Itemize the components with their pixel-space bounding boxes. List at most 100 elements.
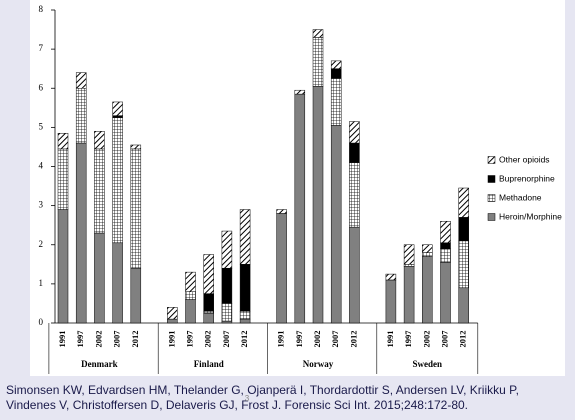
bar-segment xyxy=(458,287,469,324)
x-tick-label: 2012 xyxy=(130,331,140,348)
bar-segment xyxy=(312,29,324,38)
bar-segment xyxy=(112,117,123,244)
legend-swatch xyxy=(487,156,496,164)
x-tick-label: 2002 xyxy=(421,331,431,348)
citation-line: Vindenes V, Christoffersen D, Delaveris … xyxy=(6,398,468,412)
x-tick-label: 2012 xyxy=(239,331,249,348)
bar-segment xyxy=(440,248,451,263)
bar-segment xyxy=(203,293,214,312)
x-tick-label: 2012 xyxy=(458,331,468,348)
bar-segment xyxy=(112,242,123,324)
group-label: Sweden xyxy=(413,359,443,369)
bar-segment xyxy=(185,271,196,292)
bar-segment xyxy=(167,318,178,324)
x-tick-label: 1991 xyxy=(166,331,176,348)
bar-segment xyxy=(422,244,433,253)
bar-segment xyxy=(458,187,469,218)
y-tick-label: 1 xyxy=(39,278,44,288)
bar-segment xyxy=(94,131,105,150)
bar-segment xyxy=(203,311,214,314)
x-tick-label: 2007 xyxy=(112,330,122,348)
group-label: Denmark xyxy=(81,359,118,369)
chart: 0 1 2 3 4 5 6 7 8 1991 1997 2002 2007 2012 1991 1997 200… xyxy=(39,4,562,374)
bar-segment xyxy=(167,307,178,320)
bar-segment xyxy=(422,252,433,257)
bar-segment xyxy=(57,148,69,210)
legend-swatch xyxy=(487,175,496,183)
x-tick-label: 2007 xyxy=(221,330,231,348)
bar-segment xyxy=(130,267,142,324)
legend-label: Methadone xyxy=(499,192,542,202)
y-tick-label: 3 xyxy=(39,200,44,210)
legend-label: Other opioids xyxy=(499,154,550,164)
bar-segment xyxy=(458,217,469,242)
legend-swatch xyxy=(487,213,496,221)
citation-line: Simonsen KW, Edvardsen HM, Thelander G, … xyxy=(6,383,519,397)
x-tick-label: 2012 xyxy=(348,331,358,348)
bar-segment xyxy=(112,115,123,118)
x-tick-label: 1991 xyxy=(385,331,395,348)
page-number: 3 xyxy=(245,394,250,403)
x-tick-label: 1997 xyxy=(294,330,304,348)
x-tick-label: 2002 xyxy=(312,331,322,348)
bar-segment xyxy=(294,89,306,95)
bar-segment xyxy=(276,209,287,214)
legend-label: Heroin/Morphine xyxy=(499,211,562,221)
group-label: Norway xyxy=(303,359,334,369)
bar-segment xyxy=(239,318,251,324)
bar-segment xyxy=(440,242,451,249)
x-tick-label: 1997 xyxy=(75,330,85,348)
bar-segment xyxy=(422,256,433,324)
y-tick-label: 4 xyxy=(39,161,44,171)
bar-segment xyxy=(57,132,69,150)
bar-segment xyxy=(403,244,415,265)
bar-segment xyxy=(349,226,360,324)
bar-segment xyxy=(75,88,87,144)
bar-segment xyxy=(294,93,306,324)
x-tick-label: 1997 xyxy=(184,330,194,348)
x-tick-label: 1997 xyxy=(403,330,413,348)
y-tick-label: 5 xyxy=(39,121,44,131)
bar-segment xyxy=(185,291,196,300)
bar-segment xyxy=(440,262,451,324)
bar-segment xyxy=(221,230,233,269)
bar-segment xyxy=(75,142,87,324)
bar-segment xyxy=(349,162,360,228)
bar-segment xyxy=(330,78,342,126)
bar-segment xyxy=(330,60,342,69)
bar-segment xyxy=(130,148,142,269)
bar-segment xyxy=(94,148,105,234)
bar-segment xyxy=(349,121,360,144)
bar-segment xyxy=(239,264,251,312)
y-tick-label: 2 xyxy=(39,239,44,249)
bar-segment xyxy=(440,221,451,244)
x-tick-label: 1991 xyxy=(276,331,286,348)
bar-segment xyxy=(330,68,342,79)
bar-segment xyxy=(75,72,87,89)
bar-segment xyxy=(57,209,69,324)
bar-segment xyxy=(312,86,324,324)
bar-segment xyxy=(276,213,287,324)
bar-segment xyxy=(403,264,415,267)
legend-label: Buprenorphine xyxy=(499,173,555,183)
bar-segment xyxy=(130,144,142,150)
bar-segment xyxy=(403,266,415,324)
bar-segment xyxy=(221,267,233,304)
legend-swatch xyxy=(487,194,496,202)
bar-segment xyxy=(221,320,233,324)
bar-segment xyxy=(112,101,123,116)
x-tick-label: 2002 xyxy=(203,331,213,348)
bar-segment xyxy=(239,209,251,265)
bar-segment xyxy=(221,303,233,322)
bar-segment xyxy=(385,273,397,281)
y-tick-label: 7 xyxy=(39,43,44,53)
bar-segment xyxy=(312,37,324,87)
bar-segment xyxy=(458,240,469,289)
x-tick-label: 2007 xyxy=(439,330,449,348)
bar-segment xyxy=(385,279,397,324)
bar-segment xyxy=(239,311,251,320)
bar-segment xyxy=(203,254,214,294)
y-tick-label: 6 xyxy=(39,82,44,92)
